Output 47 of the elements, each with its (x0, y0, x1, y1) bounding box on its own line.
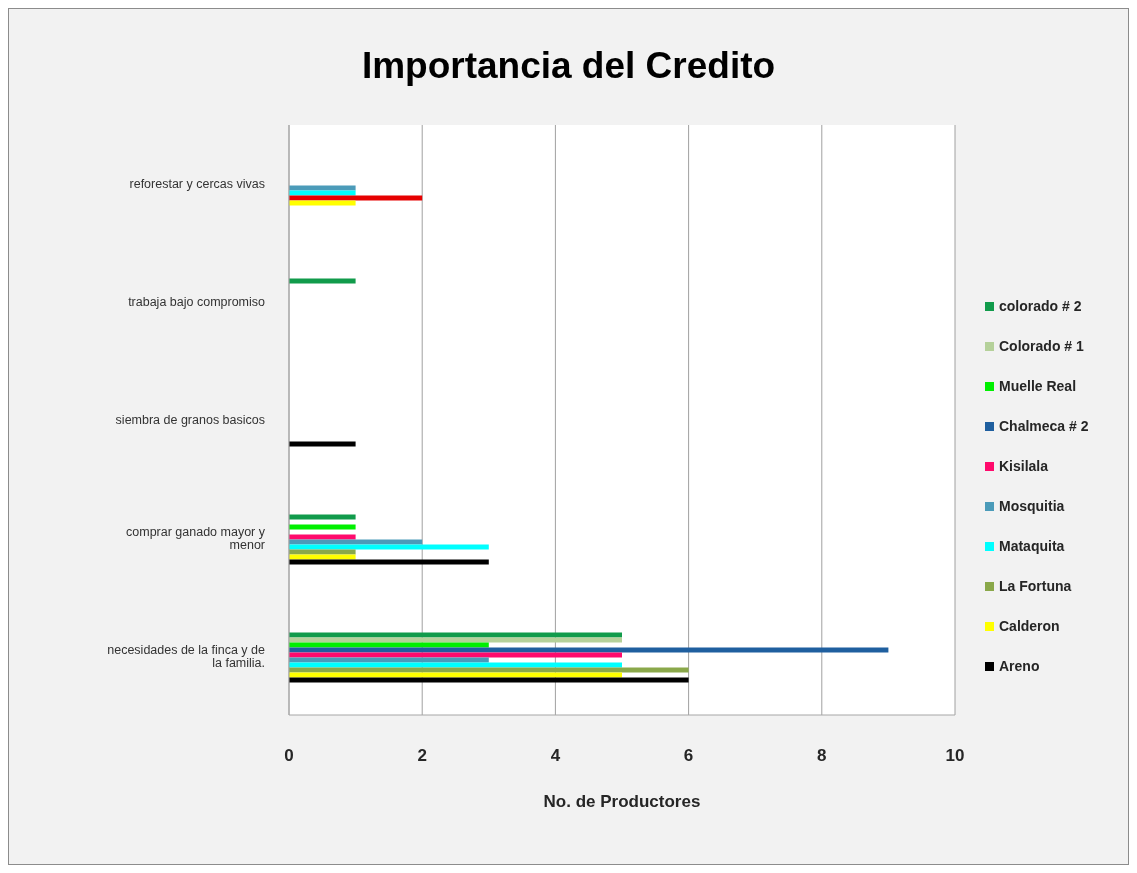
bar (289, 554, 356, 560)
x-axis-title: No. de Productores (543, 792, 701, 811)
legend-label: Muelle Real (999, 378, 1077, 394)
y-tick-label: siembra de granos basicos (115, 413, 265, 428)
bar (289, 632, 622, 638)
bar (289, 200, 356, 206)
legend-label: Mataquita (999, 538, 1065, 554)
x-tick-label: 8 (817, 746, 827, 766)
bar (289, 195, 423, 201)
legend-label: Calderon (999, 618, 1060, 634)
x-tick-label: 4 (550, 746, 561, 766)
bar (289, 185, 356, 191)
bar (289, 559, 489, 565)
bar (289, 441, 356, 447)
bar (289, 544, 489, 550)
bar (289, 677, 689, 683)
legend-label: Areno (999, 658, 1040, 674)
bar (289, 278, 356, 284)
bar (289, 672, 622, 678)
chart-title: Importancia del Credito (360, 45, 777, 87)
bar (289, 657, 489, 663)
y-tick-label: reforestar y cercas vivas (129, 177, 265, 192)
bar (289, 534, 356, 540)
bar (289, 647, 889, 653)
bar (289, 642, 489, 648)
bar (289, 514, 356, 520)
y-tick-label: trabaja bajo compromiso (128, 295, 266, 310)
legend-label: Mosquitia (999, 498, 1065, 514)
legend-label: colorado # 2 (999, 298, 1082, 314)
legend-label: La Fortuna (999, 578, 1072, 594)
x-tick-label: 6 (683, 746, 694, 766)
legend-label: Kisilala (999, 458, 1049, 474)
bar (289, 652, 622, 658)
y-tick-label: comprar ganado mayor y menor (126, 525, 266, 552)
y-tick-label: necesidades de la finca y de la familia. (107, 643, 266, 670)
legend-label: Colorado # 1 (999, 338, 1084, 354)
legend-label: Chalmeca # 2 (999, 418, 1089, 434)
bar (289, 524, 356, 530)
bar (289, 637, 622, 643)
x-tick-label: 2 (417, 746, 427, 766)
bar (289, 549, 356, 555)
bar (289, 190, 356, 196)
x-tick-label: 0 (284, 746, 294, 766)
bar (289, 539, 423, 545)
bar (289, 662, 622, 668)
bar (289, 667, 689, 673)
x-tick-label: 10 (945, 746, 965, 766)
